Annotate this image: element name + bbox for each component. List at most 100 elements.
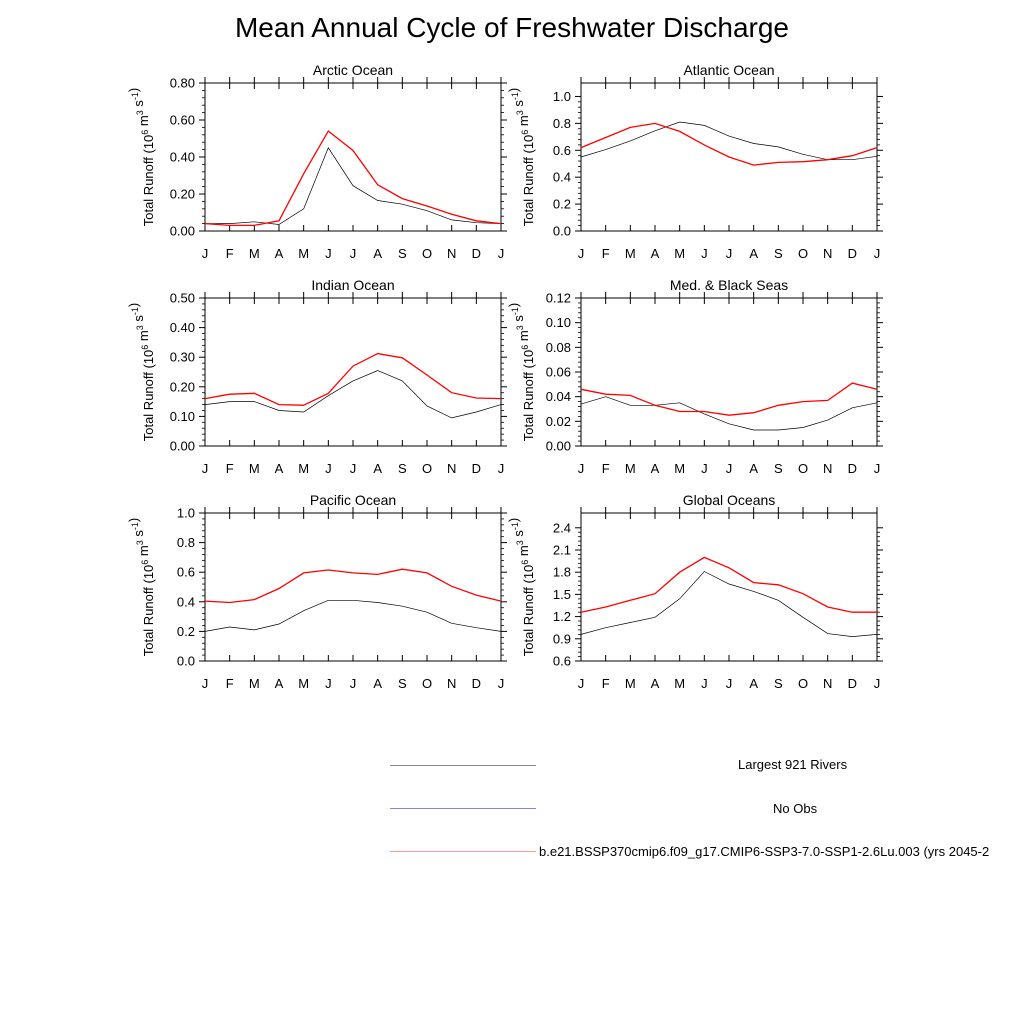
- y-axis-label-superscript: -1: [510, 522, 520, 530]
- y-tick-label: 0.4: [177, 594, 195, 609]
- series-line-obs: [580, 571, 878, 637]
- series-line-obs: [580, 396, 878, 431]
- y-axis-label-superscript: 6: [520, 560, 530, 565]
- y-axis-label: Total Runoff (106 m3 s-1): [506, 518, 536, 657]
- plot-frame: [204, 82, 502, 232]
- y-tick-label: 0.2: [177, 624, 195, 639]
- plot-frame: [204, 297, 502, 447]
- x-tick-label: J: [726, 676, 733, 691]
- y-axis-label-part: m: [136, 330, 151, 344]
- y-tick-label: 0.04: [546, 389, 571, 404]
- y-tick-label: 1.5: [553, 587, 571, 602]
- y-axis-label-part: Total Runoff (10: [521, 565, 536, 657]
- x-tick-label: D: [848, 246, 857, 261]
- y-axis-label-superscript: -1: [130, 92, 140, 100]
- x-tick-label: J: [701, 246, 708, 261]
- y-tick-label: 0.0: [177, 654, 195, 669]
- x-tick-label: J: [874, 246, 881, 261]
- y-tick-label: 1.0: [177, 506, 195, 521]
- x-tick-label: D: [472, 676, 481, 691]
- series-line-obs: [204, 599, 502, 632]
- y-axis-label-part: Total Runoff (10: [521, 135, 536, 227]
- y-tick-label: 0.12: [546, 291, 571, 306]
- x-tick-label: A: [275, 246, 284, 261]
- x-tick-label: J: [325, 461, 332, 476]
- y-axis-label-superscript: 3: [515, 110, 525, 115]
- y-axis-label-superscript: -1: [510, 307, 520, 315]
- x-tick-label: O: [422, 676, 432, 691]
- x-tick-label: O: [798, 246, 808, 261]
- y-axis-label-superscript: 6: [140, 560, 150, 565]
- y-axis-label-part: s: [131, 100, 146, 111]
- x-tick-label: O: [422, 246, 432, 261]
- legend-line-obs: [390, 765, 536, 766]
- y-tick-label: 0.0: [553, 224, 571, 239]
- x-tick-label: D: [848, 461, 857, 476]
- y-tick-label: 0.2: [553, 197, 571, 212]
- x-tick-label: J: [874, 461, 881, 476]
- y-axis-label-part: s: [511, 315, 526, 326]
- x-tick-label: S: [398, 676, 407, 691]
- y-axis-label-part: ): [126, 518, 141, 522]
- y-tick-label: 1.0: [553, 89, 571, 104]
- x-tick-label: F: [226, 676, 234, 691]
- x-tick-label: M: [298, 246, 309, 261]
- y-tick-label: 0.80: [170, 76, 195, 91]
- x-tick-label: S: [398, 246, 407, 261]
- x-tick-label: J: [578, 246, 585, 261]
- figure-title: Mean Annual Cycle of Freshwater Discharg…: [234, 12, 790, 43]
- y-tick-label: 0.00: [170, 439, 195, 454]
- x-tick-label: F: [226, 246, 234, 261]
- x-tick-label: J: [498, 676, 505, 691]
- x-tick-label: J: [202, 676, 209, 691]
- y-tick-label: 0.02: [546, 414, 571, 429]
- x-tick-label: N: [823, 246, 832, 261]
- y-axis-label-part: ): [506, 88, 521, 92]
- x-tick-label: F: [226, 461, 234, 476]
- y-axis-label-superscript: 6: [520, 345, 530, 350]
- y-axis-label-superscript: 6: [140, 345, 150, 350]
- legend-line-model: [390, 851, 536, 852]
- x-tick-label: M: [625, 246, 636, 261]
- y-axis-label: Total Runoff (106 m3 s-1): [126, 88, 156, 227]
- y-axis-label-part: m: [516, 330, 531, 344]
- y-axis-label-superscript: -1: [510, 92, 520, 100]
- x-tick-label: S: [398, 461, 407, 476]
- x-tick-label: F: [602, 246, 610, 261]
- y-axis-label-part: m: [136, 545, 151, 559]
- y-tick-label: 0.8: [553, 116, 571, 131]
- y-tick-label: 0.6: [177, 565, 195, 580]
- y-tick-label: 0.4: [553, 170, 571, 185]
- y-axis-label-part: ): [506, 518, 521, 522]
- series-line-obs: [205, 147, 502, 225]
- y-axis-label-superscript: -1: [130, 522, 140, 530]
- series-line-obs: [204, 370, 502, 419]
- y-axis-label-superscript: 6: [520, 130, 530, 135]
- y-axis-label-part: s: [131, 530, 146, 541]
- y-tick-label: 2.1: [553, 543, 571, 558]
- y-tick-label: 0.60: [170, 113, 195, 128]
- y-axis-label-part: Total Runoff (10: [521, 350, 536, 442]
- x-tick-label: M: [625, 461, 636, 476]
- y-axis-label-part: m: [136, 115, 151, 129]
- y-axis-label-superscript: -1: [130, 307, 140, 315]
- x-tick-label: N: [447, 246, 456, 261]
- x-tick-label: O: [422, 461, 432, 476]
- x-tick-label: J: [350, 461, 357, 476]
- plot-frame: [204, 512, 502, 662]
- y-tick-label: 0.40: [170, 150, 195, 165]
- x-tick-label: M: [249, 246, 260, 261]
- y-axis-label-part: s: [511, 100, 526, 111]
- x-tick-label: M: [625, 676, 636, 691]
- x-tick-label: J: [498, 461, 505, 476]
- x-tick-label: A: [651, 676, 660, 691]
- legend-label-noobs: No Obs: [773, 801, 818, 816]
- legend-entry-obs: Largest 921 Rivers: [0, 756, 1024, 776]
- x-tick-label: J: [578, 461, 585, 476]
- x-tick-label: A: [275, 676, 284, 691]
